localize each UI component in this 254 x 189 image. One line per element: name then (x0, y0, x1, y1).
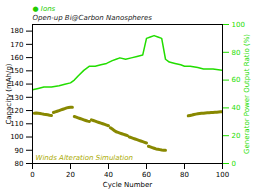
svg-text:150: 150 (10, 67, 24, 76)
svg-text:● Ions: ● Ions (33, 5, 56, 13)
svg-text:20: 20 (232, 132, 241, 140)
svg-text:140: 140 (10, 80, 24, 89)
svg-text:120: 120 (10, 106, 24, 115)
svg-text:0: 0 (30, 171, 34, 179)
svg-text:Capacity (mAh/g): Capacity (mAh/g) (5, 63, 13, 124)
svg-text:40: 40 (104, 171, 113, 179)
svg-text:0: 0 (232, 160, 236, 168)
svg-text:110: 110 (10, 120, 24, 128)
svg-text:80: 80 (232, 49, 241, 57)
svg-text:Generator Power Output Ratio (: Generator Power Output Ratio (%) (243, 34, 251, 154)
svg-text:Cycle Number: Cycle Number (103, 181, 153, 189)
svg-text:90: 90 (15, 147, 24, 155)
svg-text:Open-up Bi@Carbon Nanospheres: Open-up Bi@Carbon Nanospheres (33, 14, 153, 22)
svg-text:100: 100 (216, 171, 229, 179)
svg-text:100: 100 (10, 133, 23, 141)
svg-text:170: 170 (10, 41, 23, 49)
svg-text:Winds Alteration Simulation: Winds Alteration Simulation (36, 154, 134, 162)
svg-text:160: 160 (10, 54, 23, 62)
svg-text:20: 20 (66, 171, 75, 179)
svg-text:100: 100 (232, 21, 245, 29)
svg-text:80: 80 (180, 171, 189, 179)
svg-text:180: 180 (10, 27, 23, 35)
svg-text:60: 60 (232, 76, 241, 84)
svg-text:130: 130 (10, 93, 24, 102)
svg-text:80: 80 (15, 160, 24, 168)
svg-text:40: 40 (232, 104, 241, 112)
svg-text:60: 60 (142, 171, 151, 179)
